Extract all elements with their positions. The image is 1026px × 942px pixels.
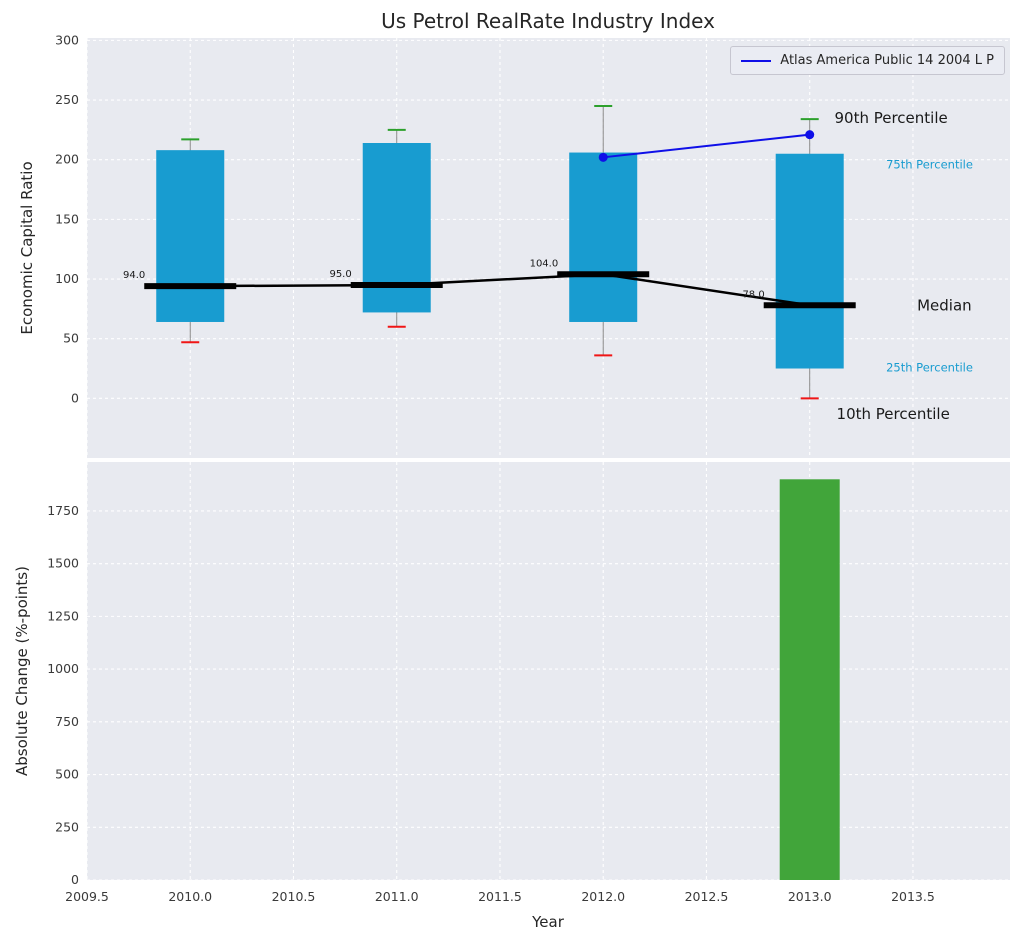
top-y-tick-label: 300 [55,32,79,47]
top-y-tick-label: 200 [55,152,79,167]
bottom-y-tick-label: 1750 [47,503,79,518]
legend-label: Atlas America Public 14 2004 L P [780,53,994,68]
top-y-axis-label: Economic Capital Ratio [18,161,36,335]
bottom-y-tick-label: 0 [71,872,79,887]
top-y-tick-label: 0 [71,390,79,405]
bottom-y-tick-label: 250 [55,819,79,834]
x-tick-label: 2013.5 [891,889,935,904]
bottom-y-tick-label: 1000 [47,661,79,676]
x-tick-label: 2009.5 [65,889,109,904]
top-panel [87,38,1010,458]
x-tick-label: 2013.0 [788,889,832,904]
top-y-tick-label: 50 [63,331,79,346]
bottom-y-tick-label: 500 [55,767,79,782]
legend-line-icon [741,59,772,62]
top-y-tick-label: 100 [55,271,79,286]
x-axis-label: Year [532,913,564,931]
x-tick-label: 2012.5 [685,889,729,904]
bottom-y-tick-label: 750 [55,714,79,729]
x-tick-label: 2011.0 [375,889,419,904]
chart-title: Us Petrol RealRate Industry Index [381,9,715,33]
top-y-tick-label: 250 [55,92,79,107]
bottom-panel [87,462,1010,880]
bottom-y-tick-label: 1500 [47,556,79,571]
x-tick-label: 2012.0 [581,889,625,904]
top-y-tick-label: 150 [55,211,79,226]
x-tick-label: 2010.5 [272,889,316,904]
bottom-y-axis-label: Absolute Change (%-points) [13,566,31,776]
x-tick-label: 2011.5 [478,889,522,904]
bottom-y-tick-label: 1250 [47,608,79,623]
legend: Atlas America Public 14 2004 L P [730,46,1005,75]
x-tick-label: 2010.0 [168,889,212,904]
